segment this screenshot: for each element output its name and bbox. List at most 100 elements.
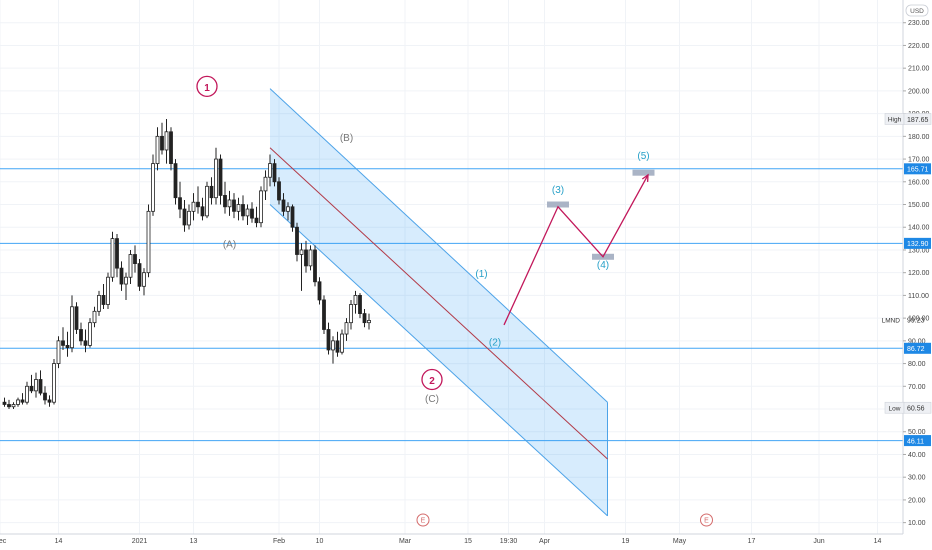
candle-body [214,158,218,199]
candle [43,386,47,405]
candle-body [308,249,313,267]
time-tick-label: 19 [622,538,630,545]
level-price-tag-label: 86.72 [907,346,925,353]
candle-body [344,322,349,335]
candle [128,249,133,285]
candle [317,277,322,305]
candle [268,154,272,187]
candle-body [97,295,101,312]
wave-circle [421,368,443,391]
candle-body [317,281,322,301]
level-price-tag [904,163,931,175]
candle-body [146,210,151,274]
time-tick-label: Mar [399,538,412,545]
time-tick-label: 13 [190,538,198,545]
wave-projection[interactable] [503,169,655,326]
candle [331,336,335,364]
candle-body [65,344,70,349]
price-tags: 165.71 132.90 86.72 46.11 High 187.65 Low 60.56… [882,113,932,447]
candle-body [232,199,236,212]
candle [313,245,317,287]
candle [97,290,101,316]
candle [218,154,223,205]
candle [119,261,124,291]
candle [358,293,362,319]
price-tick-label: 10.00 [908,520,926,527]
candle [56,336,61,369]
time-tick-label: 19:30 [500,538,518,545]
candle-body [88,322,92,346]
candle-body [7,404,11,408]
candle [286,202,290,221]
wave-label: (A) [223,240,236,251]
wave-label: (2) [489,337,501,348]
earnings-marker-label: E [421,518,426,525]
candle [92,306,97,328]
candle [70,295,74,353]
candle-body [259,190,263,224]
candle-body [362,313,367,324]
candle-body [322,299,326,330]
candle [182,199,187,232]
price-tick-label: 200.00 [908,88,930,95]
candle-body [349,304,353,324]
candle [124,272,128,300]
price-tick-label: 40.00 [908,452,926,459]
time-tick-label: 14 [55,538,63,545]
candle [47,395,52,407]
last-price-label: 99.23 [907,318,925,325]
candle-body [268,163,272,178]
candle-body [182,208,187,226]
candle-body [164,131,169,151]
candle [304,240,308,273]
candle-body [196,201,200,208]
wave-label: (B) [340,133,353,144]
candle-body [151,163,155,212]
candle-body [272,163,277,183]
wave-label: (5) [637,151,649,162]
candle [335,331,340,357]
candle-body [92,310,97,324]
candle [349,299,353,330]
regression-channel[interactable] [269,88,608,517]
horizontal-levels [0,168,903,442]
candle-body [245,208,250,217]
level-price-tag [904,342,931,354]
candle [326,322,331,355]
wave-label: (1) [475,269,487,280]
candle [65,331,70,357]
wave-label: 2 [429,376,435,387]
channel-mid-line [269,147,608,460]
extreme-tag-value: 60.56 [907,406,925,413]
time-tick-label: Dec [0,538,7,545]
candle [241,195,245,221]
projection-path [503,174,649,326]
earnings-marker [700,513,713,527]
candle-body [47,399,52,403]
candle-body [11,404,16,408]
candle [223,181,227,214]
candle [236,197,241,221]
time-axis[interactable]: Dec 14 2021 13 Feb 10 Mar 15 19:30 Apr 19 May 17 Jun 1… [0,533,903,545]
price-tick-label: 170.00 [908,157,930,164]
candle [151,154,155,216]
candle [178,181,182,219]
candle-body [290,206,295,228]
level-price-tag-label: 46.11 [907,438,924,445]
candle-body [277,181,281,201]
candle [214,147,218,205]
wave-label: (3) [552,185,564,196]
target-box [632,169,655,176]
candle [169,127,173,171]
candle [88,318,92,348]
price-tick-label: 80.00 [908,361,926,368]
candle [367,313,371,330]
price-tick-label: 110.00 [908,293,929,300]
candle [61,327,65,350]
candle-body [133,254,137,264]
currency-label: USD [910,8,924,15]
price-axis[interactable]: 10.0020.0030.0040.0050.0060.0070.0080.00… [902,0,930,534]
candle-body [209,185,214,199]
